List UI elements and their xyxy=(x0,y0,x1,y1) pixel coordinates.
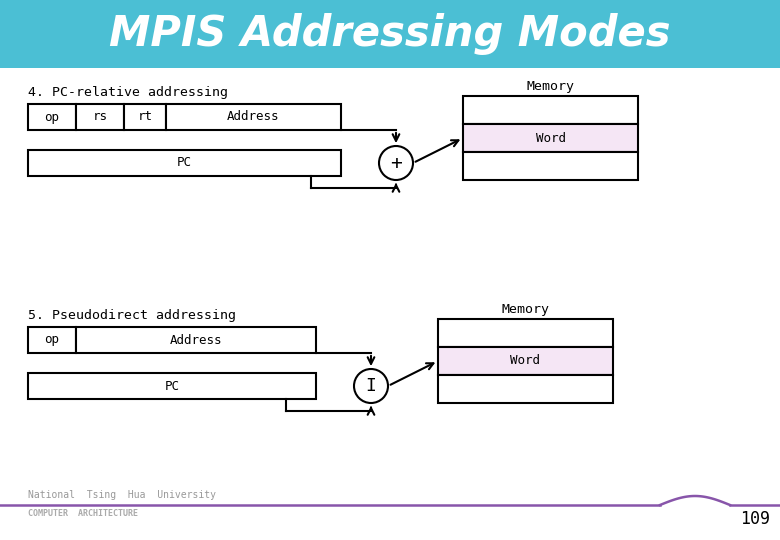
Circle shape xyxy=(354,369,388,403)
Bar xyxy=(463,124,638,152)
Text: +: + xyxy=(390,153,402,172)
Bar xyxy=(438,375,613,403)
Text: Word: Word xyxy=(536,132,566,145)
Bar xyxy=(28,150,341,176)
Bar xyxy=(28,327,76,353)
Text: Address: Address xyxy=(227,111,280,124)
Bar xyxy=(28,373,316,399)
Bar xyxy=(28,104,76,130)
Text: 4. PC-relative addressing: 4. PC-relative addressing xyxy=(28,86,228,99)
Bar xyxy=(166,104,341,130)
Text: COMPUTER  ARCHITECTURE: COMPUTER ARCHITECTURE xyxy=(28,509,138,518)
Text: op: op xyxy=(44,334,59,347)
Bar xyxy=(0,0,780,68)
Text: National  Tsing  Hua  University: National Tsing Hua University xyxy=(28,490,216,500)
Text: I: I xyxy=(366,377,377,395)
Bar xyxy=(463,96,638,124)
Bar xyxy=(463,152,638,180)
Bar xyxy=(438,319,613,347)
Text: 5. Pseudodirect addressing: 5. Pseudodirect addressing xyxy=(28,309,236,322)
Text: op: op xyxy=(44,111,59,124)
Text: PC: PC xyxy=(165,380,179,393)
Bar xyxy=(438,347,613,375)
Text: MPIS Addressing Modes: MPIS Addressing Modes xyxy=(109,13,671,55)
Text: Word: Word xyxy=(510,354,541,368)
Text: Address: Address xyxy=(170,334,222,347)
Text: Memory: Memory xyxy=(526,80,575,93)
Text: Memory: Memory xyxy=(502,303,549,316)
Text: rt: rt xyxy=(137,111,153,124)
Text: rs: rs xyxy=(93,111,108,124)
Bar xyxy=(124,104,166,130)
Bar xyxy=(76,104,124,130)
Text: 109: 109 xyxy=(740,510,770,528)
Circle shape xyxy=(379,146,413,180)
Bar xyxy=(76,327,316,353)
Text: PC: PC xyxy=(177,157,192,170)
